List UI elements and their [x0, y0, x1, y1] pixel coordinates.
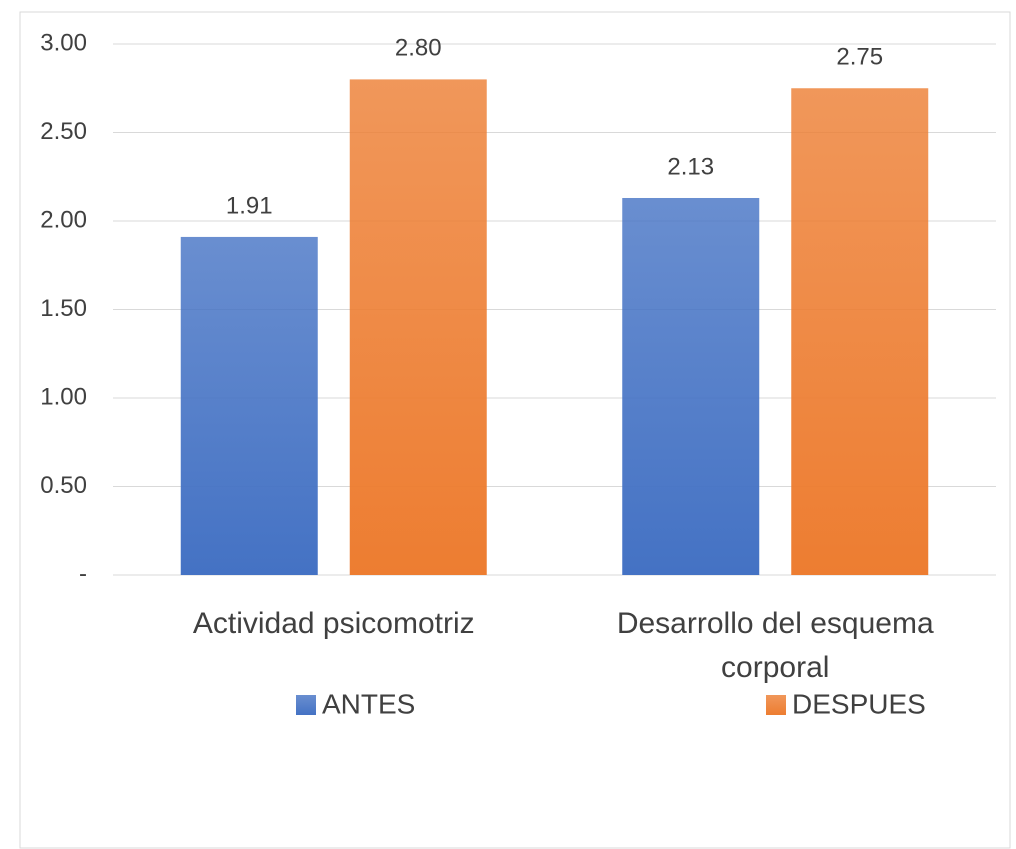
y-tick-label: 2.00 — [40, 206, 87, 233]
bar — [791, 88, 929, 575]
y-tick-label: 2.50 — [40, 118, 87, 145]
y-tick-label: 1.50 — [40, 295, 87, 322]
legend-swatch — [766, 695, 786, 715]
y-tick-label: 3.00 — [40, 29, 87, 56]
data-label: 2.13 — [667, 153, 714, 180]
legend-swatch — [296, 695, 316, 715]
x-tick-label: Actividad psicomotriz — [192, 607, 475, 640]
bar — [349, 79, 487, 576]
y-tick-label: 0.50 — [40, 472, 87, 499]
bar — [180, 236, 318, 575]
y-tick-label: 1.00 — [40, 383, 87, 410]
x-tick-label: Desarrollo del esquema corporal — [616, 607, 934, 684]
chart-border — [19, 11, 1011, 849]
data-label: 2.80 — [395, 35, 442, 62]
data-label: 2.75 — [836, 44, 883, 71]
data-label: 1.91 — [226, 192, 273, 219]
y-tick-label: - — [79, 560, 87, 587]
bar — [622, 197, 760, 576]
legend-label: ANTES — [322, 688, 415, 719]
legend-label: DESPUES — [792, 688, 926, 719]
